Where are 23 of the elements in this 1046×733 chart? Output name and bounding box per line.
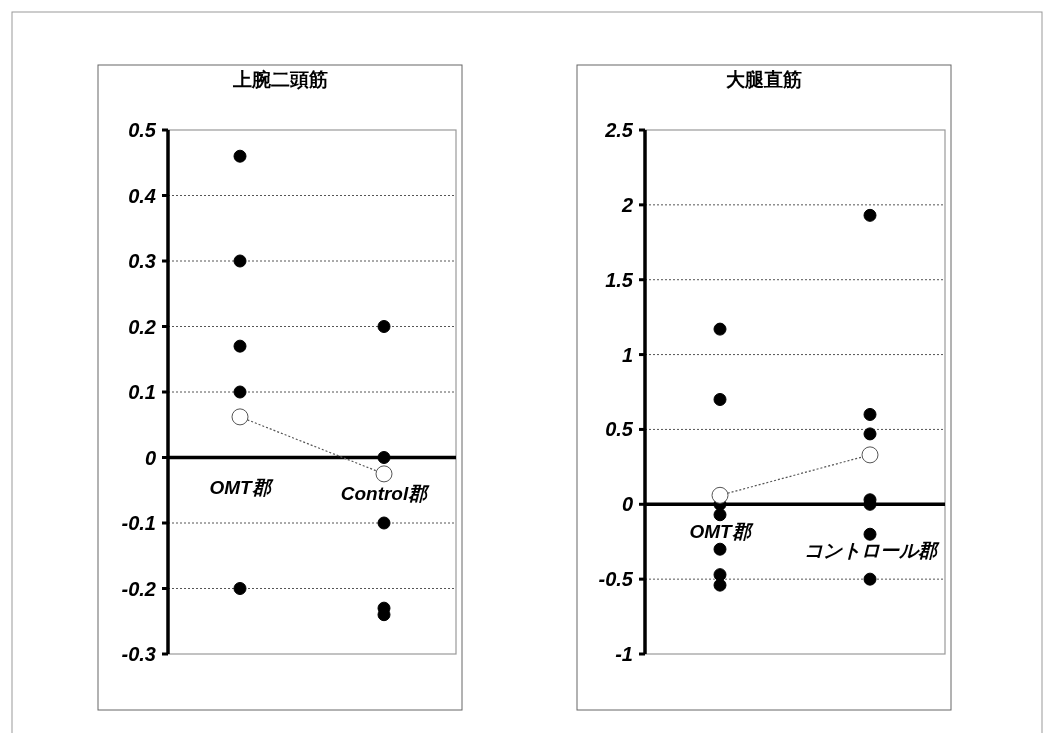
y-tick-label: -0.2 [121, 577, 156, 600]
y-tick-label: 0.5 [128, 119, 157, 141]
chart-title: 上腕二頭筋 [231, 69, 328, 90]
y-tick-label: 0.1 [128, 381, 156, 403]
y-tick-label: 0.4 [128, 184, 156, 207]
x-tick-label: OMT郡 [209, 476, 274, 498]
y-tick-label: 0.3 [128, 250, 156, 272]
y-tick-label: 2.5 [604, 119, 634, 141]
y-tick-label: -0.5 [598, 568, 634, 591]
x-tick-label: OMT郡 [689, 521, 754, 543]
y-tick-label: 0.5 [605, 418, 634, 441]
chart-title: 大腿直筋 [726, 69, 802, 90]
y-tick-label: 0.2 [128, 315, 156, 338]
y-tick-label: 0 [144, 446, 156, 469]
y-tick-label: -0.1 [121, 512, 156, 534]
y-tick-label: 1 [621, 343, 633, 366]
y-tick-label: 1.5 [605, 268, 634, 291]
y-tick-label: -1 [615, 643, 633, 665]
y-tick-label: -0.3 [121, 643, 156, 665]
y-tick-label: 0 [621, 493, 633, 516]
x-tick-label: Control郡 [340, 482, 431, 504]
y-tick-label: 2 [620, 193, 633, 216]
x-tick-label: コントロール郡 [803, 540, 940, 562]
